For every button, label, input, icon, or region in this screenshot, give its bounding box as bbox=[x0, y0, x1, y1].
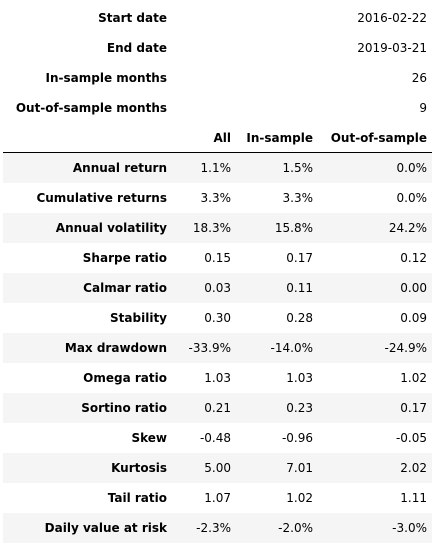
value-out-of-sample: 24.2% bbox=[319, 213, 432, 243]
value-in-sample: 1.03 bbox=[286, 371, 313, 385]
meta-value: 2016-02-22 bbox=[357, 11, 427, 25]
table-row: Kurtosis 5.00 7.01 2.02 bbox=[3, 453, 432, 483]
table-row: Annual volatility 18.3% 15.8% 24.2% bbox=[3, 213, 432, 243]
value-out-of-sample: 1.02 bbox=[400, 371, 427, 385]
value-in-sample: -2.0% bbox=[237, 513, 319, 543]
value-out-of-sample: 1.11 bbox=[400, 491, 427, 505]
value-out-of-sample: 2.02 bbox=[319, 453, 432, 483]
row-label: Daily value at risk bbox=[3, 513, 173, 543]
value-out-of-sample: 0.12 bbox=[400, 251, 427, 265]
meta-label: In-sample months bbox=[45, 71, 167, 85]
table-row: Sortino ratio 0.21 0.23 0.17 bbox=[3, 393, 432, 423]
stat-rows: Annual return 1.1% 1.5% 0.0% Cumulative retu… bbox=[3, 152, 432, 543]
row-label: Omega ratio bbox=[83, 371, 167, 385]
meta-label: End date bbox=[106, 41, 167, 55]
value-all: 1.03 bbox=[204, 371, 231, 385]
table-row: Max drawdown -33.9% -14.0% -24.9% bbox=[3, 333, 432, 363]
column-header-row: All In-sample Out-of-sample bbox=[3, 123, 432, 153]
value-in-sample: -0.96 bbox=[281, 431, 313, 445]
value-all: 0.30 bbox=[204, 311, 231, 325]
row-label: Kurtosis bbox=[3, 453, 173, 483]
table-row: Skew -0.48 -0.96 -0.05 bbox=[3, 423, 432, 453]
value-out-of-sample: 0.09 bbox=[400, 311, 427, 325]
table-row: Cumulative returns 3.3% 3.3% 0.0% bbox=[3, 183, 432, 213]
table-row: Tail ratio 1.07 1.02 1.11 bbox=[3, 483, 432, 513]
value-all: 1.1% bbox=[173, 152, 237, 183]
value-all: -0.48 bbox=[199, 431, 231, 445]
meta-value: 26 bbox=[411, 71, 427, 85]
column-header-blank bbox=[3, 123, 173, 153]
table-row: Sharpe ratio 0.15 0.17 0.12 bbox=[3, 243, 432, 273]
value-out-of-sample: 0.0% bbox=[319, 152, 432, 183]
row-label: Max drawdown bbox=[3, 333, 173, 363]
row-label: Tail ratio bbox=[107, 491, 167, 505]
value-out-of-sample: -3.0% bbox=[319, 513, 432, 543]
value-in-sample: 0.28 bbox=[286, 311, 313, 325]
meta-label: Start date bbox=[98, 11, 167, 25]
meta-row-out-of-sample-months: Out-of-sample months 9 bbox=[3, 93, 432, 123]
table-row: Stability 0.30 0.28 0.09 bbox=[3, 303, 432, 333]
value-all: 18.3% bbox=[173, 213, 237, 243]
row-label: Stability bbox=[110, 311, 167, 325]
meta-value: 2019-03-21 bbox=[357, 41, 427, 55]
value-in-sample: 1.5% bbox=[237, 152, 319, 183]
row-label: Sharpe ratio bbox=[82, 251, 167, 265]
value-out-of-sample: 0.00 bbox=[319, 273, 432, 303]
row-label: Annual return bbox=[3, 152, 173, 183]
meta-value: 9 bbox=[419, 101, 427, 115]
value-all: 1.07 bbox=[204, 491, 231, 505]
value-out-of-sample: -0.05 bbox=[395, 431, 427, 445]
row-label: Sortino ratio bbox=[3, 393, 173, 423]
performance-stats-table: Start date 2016-02-22 End date 2019-03-2… bbox=[3, 3, 432, 543]
value-in-sample: 7.01 bbox=[237, 453, 319, 483]
value-all: 0.21 bbox=[173, 393, 237, 423]
value-in-sample: 1.02 bbox=[286, 491, 313, 505]
meta-row-start-date: Start date 2016-02-22 bbox=[3, 3, 432, 33]
value-in-sample: 0.23 bbox=[237, 393, 319, 423]
column-header-in-sample: In-sample bbox=[237, 123, 319, 153]
row-label: Annual volatility bbox=[3, 213, 173, 243]
value-in-sample: 3.3% bbox=[282, 191, 314, 205]
value-in-sample: 15.8% bbox=[237, 213, 319, 243]
value-all: -33.9% bbox=[173, 333, 237, 363]
value-all: 3.3% bbox=[200, 191, 232, 205]
value-all: 5.00 bbox=[173, 453, 237, 483]
meta-label: Out-of-sample months bbox=[15, 101, 167, 115]
row-label: Cumulative returns bbox=[36, 191, 167, 205]
column-header-out-of-sample: Out-of-sample bbox=[319, 123, 432, 153]
table-row: Daily value at risk -2.3% -2.0% -3.0% bbox=[3, 513, 432, 543]
value-out-of-sample: 0.0% bbox=[396, 191, 428, 205]
value-in-sample: -14.0% bbox=[237, 333, 319, 363]
table-row: Omega ratio 1.03 1.03 1.02 bbox=[3, 363, 432, 393]
row-label: Calmar ratio bbox=[3, 273, 173, 303]
meta-row-in-sample-months: In-sample months 26 bbox=[3, 63, 432, 93]
meta-row-end-date: End date 2019-03-21 bbox=[3, 33, 432, 63]
value-all: 0.15 bbox=[204, 251, 231, 265]
value-all: -2.3% bbox=[173, 513, 237, 543]
value-all: 0.03 bbox=[173, 273, 237, 303]
row-label: Skew bbox=[131, 431, 167, 445]
value-in-sample: 0.11 bbox=[237, 273, 319, 303]
value-out-of-sample: -24.9% bbox=[319, 333, 432, 363]
value-in-sample: 0.17 bbox=[286, 251, 313, 265]
table-row: Calmar ratio 0.03 0.11 0.00 bbox=[3, 273, 432, 303]
value-out-of-sample: 0.17 bbox=[319, 393, 432, 423]
column-header-all: All bbox=[173, 123, 237, 153]
table-row: Annual return 1.1% 1.5% 0.0% bbox=[3, 152, 432, 183]
